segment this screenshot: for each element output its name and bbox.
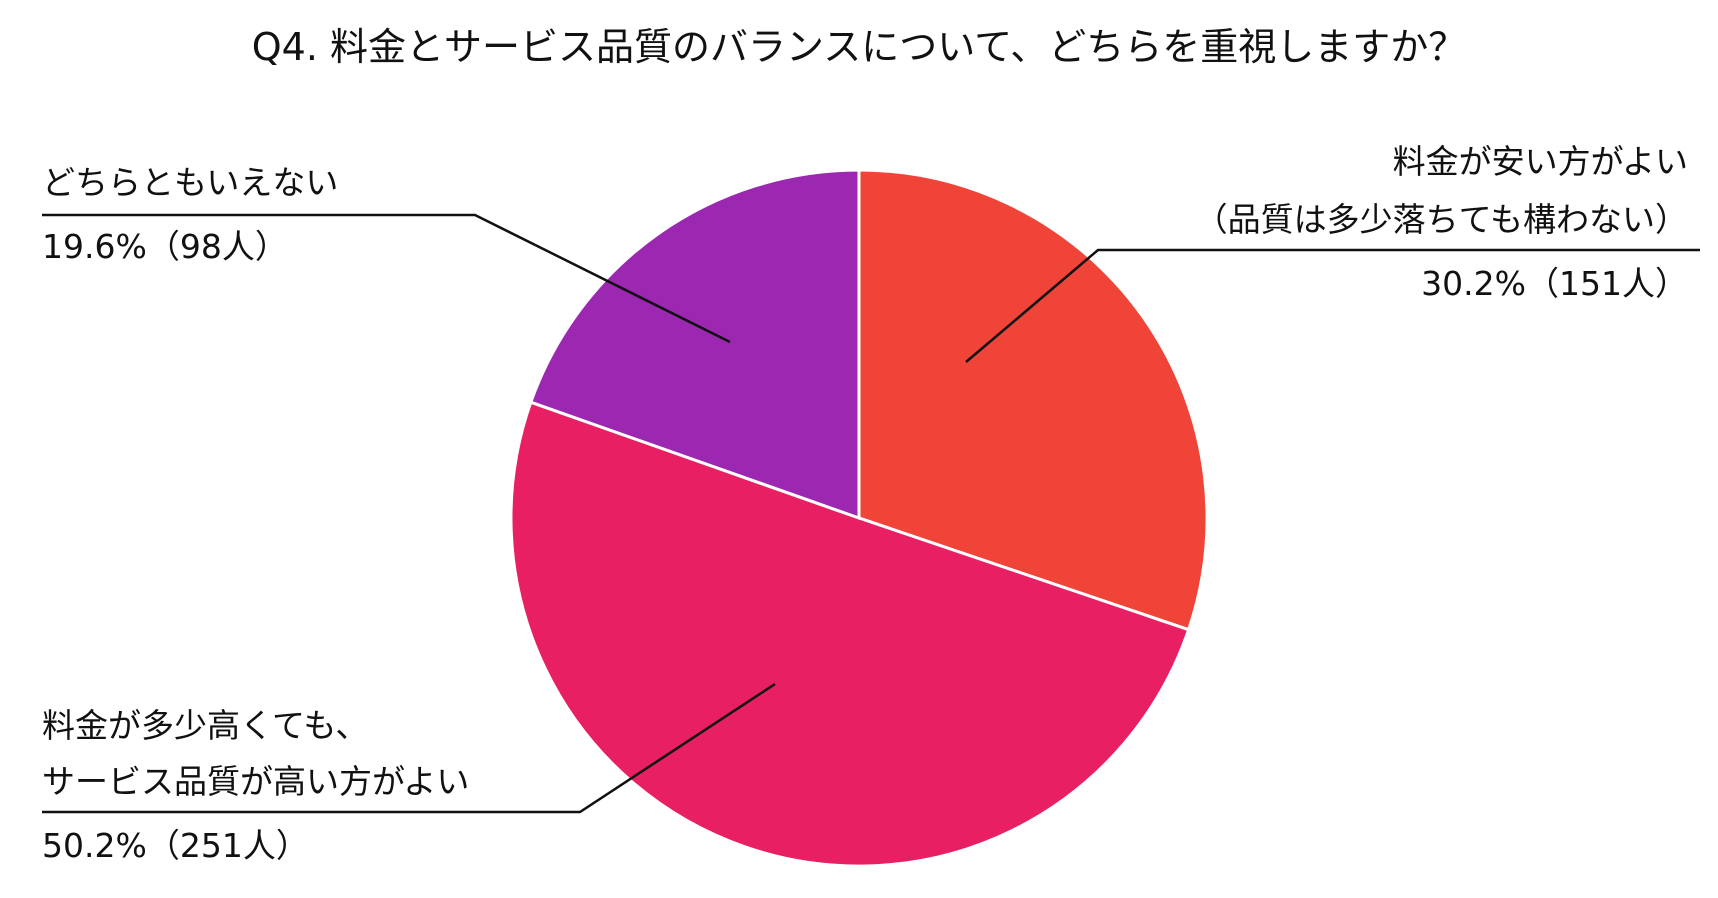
slice-value-cheap: 30.2%（151人） [1421, 264, 1688, 303]
pie-slice-neither [528, 168, 861, 521]
slice-label-neither-line-1: どちらともいえない [42, 163, 338, 202]
slice-label-cheap-line-1: 料金が安い方がよい [1393, 142, 1688, 181]
slice-label-cheap-line-2: （品質は多少落ちても構わない） [1195, 200, 1688, 239]
slice-label-cheap: 料金が安い方がよい （品質は多少落ちても構わない） 30.2%（151人） [1195, 142, 1688, 303]
slice-label-quality-line-1: 料金が多少高くても、 [42, 706, 368, 745]
pie-slices [509, 168, 1209, 868]
leader-line-quality [42, 682, 776, 814]
pie-slice-quality [509, 400, 1191, 868]
slice-label-quality: 料金が多少高くても、 サービス品質が高い方がよい 50.2%（251人） [42, 706, 469, 865]
slice-label-neither: どちらともいえない 19.6%（98人） [42, 163, 338, 266]
leader-line-neither [42, 213, 731, 344]
leader-line-cheap [965, 248, 1700, 363]
pie-slice-cheap [857, 168, 1209, 632]
slice-label-quality-line-2: サービス品質が高い方がよい [42, 762, 469, 801]
slice-value-neither: 19.6%（98人） [42, 227, 288, 266]
leader-lines [42, 213, 1700, 814]
chart-title: Q4. 料金とサービス品質のバランスについて、どちらを重視しますか？ [252, 25, 1466, 69]
slice-value-quality: 50.2%（251人） [42, 826, 309, 865]
